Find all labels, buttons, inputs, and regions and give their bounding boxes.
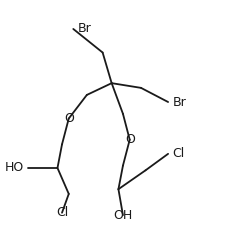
Text: Cl: Cl xyxy=(56,206,68,219)
Text: Br: Br xyxy=(77,23,91,36)
Text: HO: HO xyxy=(4,161,24,174)
Text: Br: Br xyxy=(172,96,185,109)
Text: O: O xyxy=(64,112,73,125)
Text: O: O xyxy=(124,133,134,146)
Text: OH: OH xyxy=(113,209,132,222)
Text: Cl: Cl xyxy=(172,147,184,160)
